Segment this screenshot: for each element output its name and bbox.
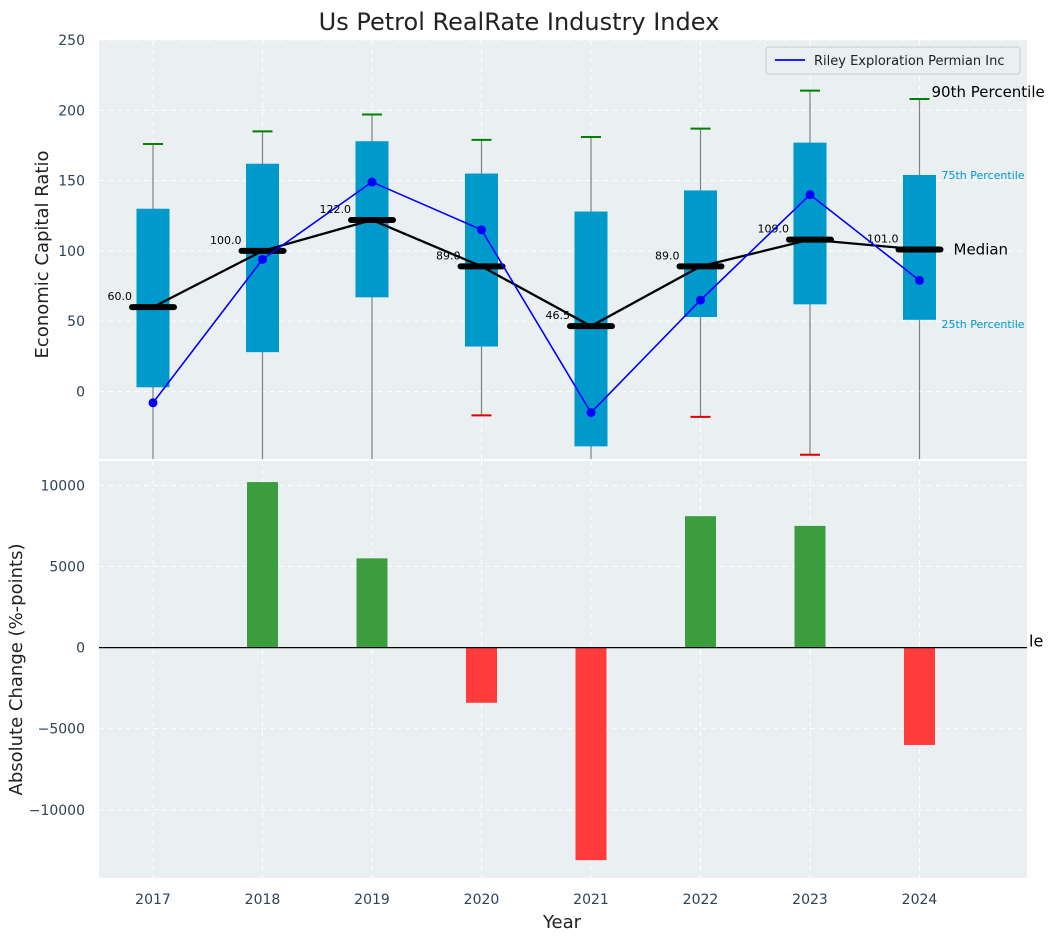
top-y-tick-label: 0 bbox=[76, 385, 85, 401]
median-value-label: 122.0 bbox=[320, 203, 352, 216]
top-y-tick-label: 250 bbox=[58, 33, 85, 49]
bottom-y-tick-label: −5000 bbox=[38, 722, 85, 738]
x-axis-label: Year bbox=[542, 912, 582, 933]
bottom-plot-background bbox=[99, 461, 1027, 878]
x-tick-label: 2021 bbox=[573, 892, 609, 908]
change-bar bbox=[685, 516, 716, 648]
change-bar bbox=[247, 482, 278, 648]
company-series-point bbox=[696, 295, 705, 305]
top-plot-background bbox=[99, 40, 1027, 459]
company-series-point bbox=[586, 408, 596, 418]
x-tick-label: 2017 bbox=[135, 892, 171, 908]
median-value-label: 89.0 bbox=[436, 249, 461, 262]
annotation-75th-percentile: 75th Percentile bbox=[942, 169, 1025, 182]
change-bar bbox=[466, 647, 497, 703]
change-bar bbox=[356, 558, 388, 648]
box-iqr bbox=[136, 208, 170, 388]
bottom-y-axis-label: Absolute Change (%-points) bbox=[6, 544, 27, 796]
box-iqr bbox=[465, 173, 498, 347]
company-series-point bbox=[805, 190, 815, 200]
legend-label: Riley Exploration Permian Inc bbox=[814, 54, 1004, 69]
annotation-median: Median bbox=[954, 241, 1009, 259]
bottom-y-tick-label: 0 bbox=[76, 641, 85, 657]
zero-line-annotation: le bbox=[1029, 632, 1043, 651]
annotation-25th-percentile: 25th Percentile bbox=[942, 318, 1025, 331]
median-value-label: 89.0 bbox=[655, 249, 680, 262]
x-tick-label: 2019 bbox=[354, 892, 390, 908]
top-y-tick-label: 50 bbox=[67, 314, 85, 330]
company-series-line bbox=[152, 181, 920, 414]
x-tick-label: 2020 bbox=[464, 892, 500, 908]
legend-box bbox=[765, 46, 1021, 75]
median-value-label: 46.5 bbox=[546, 309, 571, 322]
x-tick-label: 2023 bbox=[792, 892, 828, 908]
bottom-y-tick-label: −10000 bbox=[29, 803, 85, 819]
median-value-label: 60.0 bbox=[108, 290, 133, 303]
chart-title: Us Petrol RealRate Industry Index bbox=[319, 8, 720, 36]
company-series-point bbox=[367, 177, 377, 187]
top-y-tick-label: 150 bbox=[58, 174, 85, 190]
change-bar bbox=[575, 647, 607, 861]
x-tick-label: 2024 bbox=[902, 892, 938, 908]
x-tick-label: 2022 bbox=[683, 892, 719, 908]
median-value-label: 101.0 bbox=[867, 233, 899, 246]
company-series-point bbox=[915, 275, 924, 285]
bottom-y-tick-label: 10000 bbox=[40, 478, 85, 494]
top-y-axis-label: Economic Capital Ratio bbox=[32, 151, 53, 359]
top-y-tick-label: 200 bbox=[58, 103, 85, 119]
change-bar bbox=[904, 647, 935, 745]
annotation-90th-percentile: 90th Percentile bbox=[932, 83, 1045, 101]
median-value-label: 100.0 bbox=[210, 234, 242, 247]
x-tick-label: 2018 bbox=[245, 892, 281, 908]
company-series-point bbox=[477, 225, 486, 235]
box-iqr bbox=[793, 142, 827, 305]
company-series-point bbox=[148, 398, 158, 408]
change-bar bbox=[794, 525, 826, 648]
bottom-y-tick-label: 5000 bbox=[49, 559, 85, 575]
company-series-point bbox=[258, 254, 267, 264]
top-y-tick-label: 100 bbox=[58, 244, 85, 260]
